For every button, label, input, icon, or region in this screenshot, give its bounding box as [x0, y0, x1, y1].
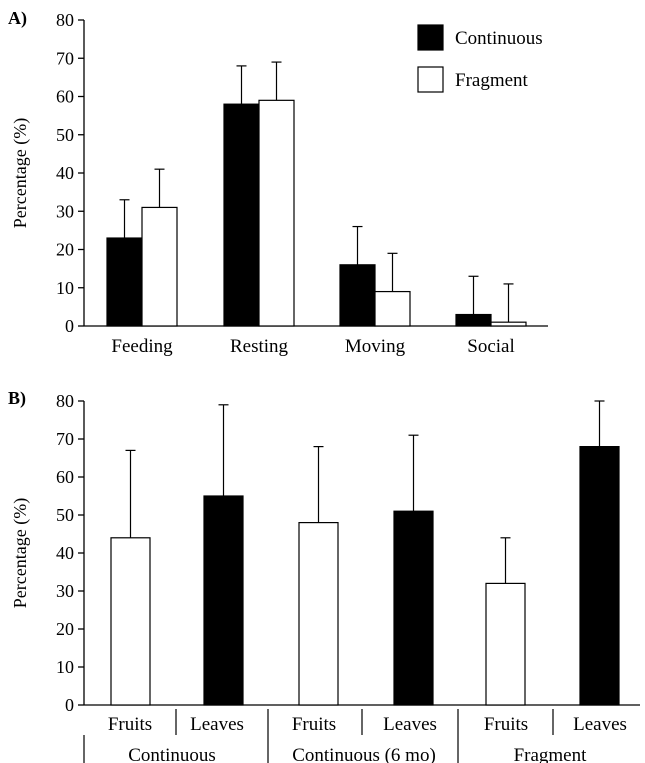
x-category-label: Feeding	[111, 336, 173, 357]
y-tick-label: 50	[56, 505, 74, 525]
bar-continuous-resting	[223, 103, 260, 327]
legend-label: Fragment	[455, 70, 529, 91]
bar-leaves	[203, 495, 244, 706]
bar-fruits	[110, 537, 151, 706]
x-category-label: Resting	[230, 336, 289, 357]
legend-swatch-continuous	[417, 24, 444, 51]
y-tick-label: 70	[56, 429, 74, 449]
bar-continuous-moving	[339, 264, 376, 327]
legend-label: Continuous	[455, 28, 543, 49]
bar-fragment-moving	[374, 290, 411, 327]
y-tick-label: 80	[56, 391, 74, 411]
legend-swatch-fragment	[417, 66, 444, 93]
bar-fragment-feeding	[141, 206, 178, 327]
y-tick-label: 70	[56, 48, 74, 68]
panel-b-chart: B) Percentage (%) 0 10 20 30 40 50 60 70 80 Fruits L…	[8, 388, 640, 763]
x-category-label: Social	[467, 336, 515, 357]
y-tick-label: 60	[56, 87, 74, 107]
x-category-label: Fruits	[108, 714, 152, 735]
x-category-label: Moving	[345, 336, 406, 357]
bar-leaves	[579, 446, 620, 706]
y-tick-label: 30	[56, 201, 74, 221]
bar-fragment-social	[490, 321, 527, 327]
bar-leaves	[393, 510, 434, 706]
x-group-label: Fragment	[514, 745, 588, 763]
x-category-label: Leaves	[190, 714, 244, 735]
bar-fruits	[298, 521, 339, 706]
y-axis-label: Percentage (%)	[10, 498, 31, 608]
x-category-label: Fruits	[292, 714, 336, 735]
panel-label-a: A)	[8, 8, 27, 29]
y-tick-label: 0	[65, 695, 74, 715]
bar-fragment-resting	[258, 99, 295, 327]
y-tick-label: 80	[56, 10, 74, 30]
y-tick-label: 40	[56, 163, 74, 183]
panel-label-b: B)	[8, 388, 26, 409]
y-tick-label: 20	[56, 619, 74, 639]
bar-fruits	[485, 582, 526, 706]
x-category-label: Fruits	[484, 714, 528, 735]
x-group-label: Continuous	[128, 745, 216, 763]
y-tick-label: 10	[56, 278, 74, 298]
panel-a-chart: A) Percentage (%) 0 10 20 30 40 50 60 70 80 Feeding…	[8, 8, 548, 357]
y-tick-label: 20	[56, 240, 74, 260]
y-tick-label: 10	[56, 657, 74, 677]
bar-continuous-feeding	[106, 237, 143, 327]
y-tick-label: 0	[65, 316, 74, 336]
y-tick-label: 40	[56, 543, 74, 563]
x-category-label: Leaves	[573, 714, 627, 735]
y-axis-label: Percentage (%)	[10, 118, 31, 228]
y-tick-label: 50	[56, 125, 74, 145]
y-tick-label: 60	[56, 467, 74, 487]
y-tick-label: 30	[56, 581, 74, 601]
x-category-label: Leaves	[383, 714, 437, 735]
bar-continuous-social	[455, 313, 492, 327]
x-group-label: Continuous (6 mo)	[292, 745, 436, 763]
